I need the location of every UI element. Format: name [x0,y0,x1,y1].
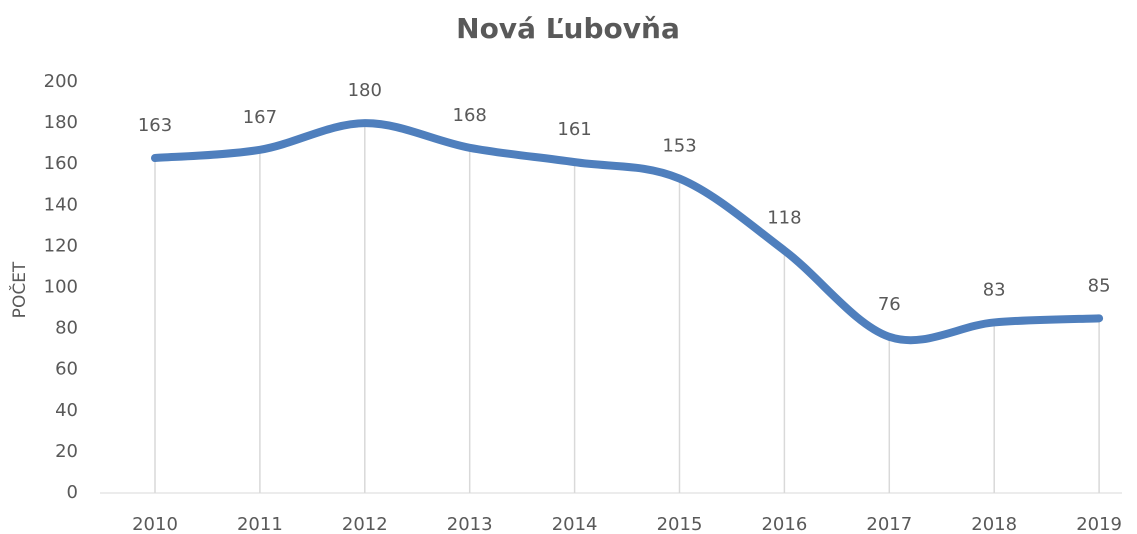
data-label: 180 [348,80,382,101]
y-tick-label: 120 [44,235,78,256]
y-tick-label: 100 [44,277,78,298]
x-tick-label: 2012 [342,514,388,534]
data-label: 153 [662,136,696,157]
x-tick-label: 2019 [1076,514,1122,534]
chart-title: Nová Ľubovňa [456,12,680,45]
y-tick-label: 80 [55,318,78,339]
y-tick-label: 180 [44,112,78,133]
data-label: 161 [557,119,591,140]
x-tick-label: 2013 [447,514,493,534]
x-tick-label: 2010 [132,514,178,534]
line [151,119,1104,345]
y-tick-label: 160 [44,153,78,174]
data-label: 163 [138,115,172,136]
y-tick-label: 20 [55,441,78,462]
x-tick-label: 2014 [552,514,598,534]
y-tick-label: 0 [67,482,78,503]
data-label: 118 [767,208,801,229]
y-tick-label: 60 [55,359,78,380]
x-tick-label: 2017 [866,514,912,534]
x-tick-label: 2018 [971,514,1017,534]
data-label: 168 [453,105,487,126]
y-tick-label: 140 [44,194,78,215]
data-label: 76 [878,294,901,315]
x-tick-label: 2016 [761,514,807,534]
x-tick-label: 2011 [237,514,283,534]
data-label: 85 [1088,275,1111,296]
data-label: 83 [983,279,1006,300]
y-tick-label: 200 [44,71,78,92]
y-tick-label: 40 [55,400,78,421]
x-tick-label: 2015 [657,514,703,534]
data-label: 167 [243,107,277,128]
y-axis-label: POČET [8,261,30,318]
